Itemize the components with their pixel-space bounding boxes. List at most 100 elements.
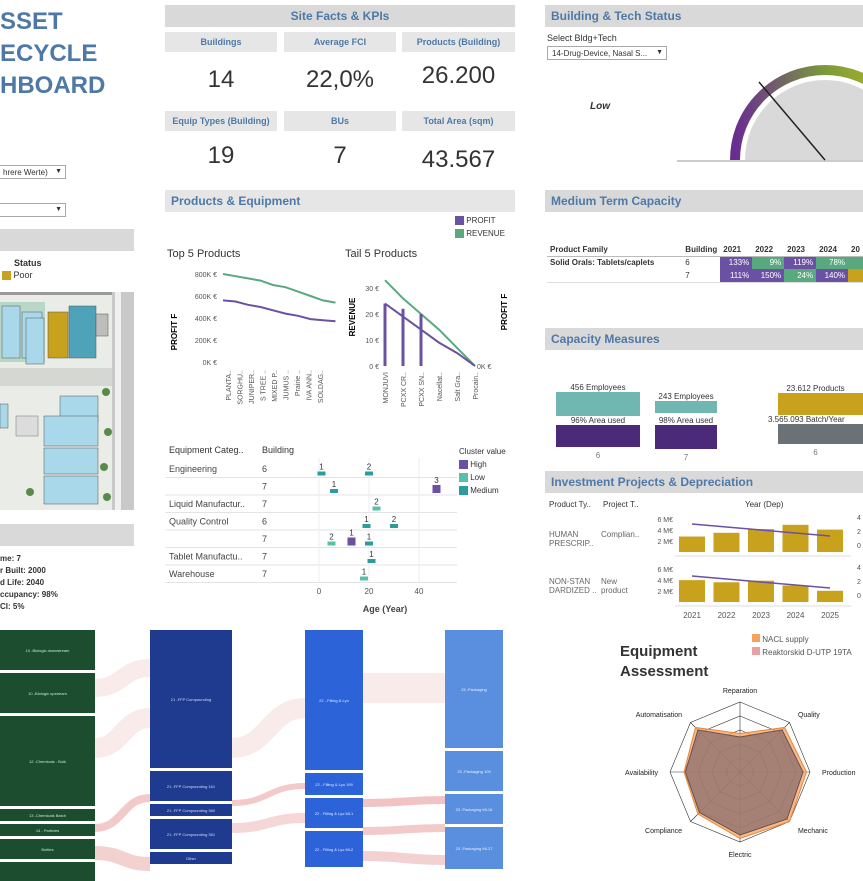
site-plan-map[interactable]	[0, 292, 134, 510]
radar-axis-label: Reparation	[723, 688, 757, 695]
invest-col-type: Product Ty..	[549, 500, 591, 509]
sankey-node-label: 12 -Chemicals - Bulk	[29, 759, 66, 764]
sankey-node	[150, 771, 232, 801]
capacity-cell: 119%	[784, 256, 817, 269]
x-tick-label: 0	[317, 587, 322, 596]
investment-header: Investment Projects & Depreciation	[545, 471, 863, 493]
sankey-node-label: 14 - Particles	[36, 828, 59, 833]
capacity-col-family: Product Family	[550, 244, 608, 254]
filter-dropdown-1[interactable]: hrere Werte) ▼	[0, 165, 66, 179]
sankey-node-label: 23 -Packaging	[461, 687, 487, 692]
y-tick-label: 4 M€	[657, 578, 673, 585]
left-info-header	[0, 524, 134, 546]
depreciation-bar	[817, 529, 843, 552]
equipment-radar-chart[interactable]: Reparation Quality Production Mechanic Elect…	[620, 676, 863, 866]
top5-products-chart[interactable]: PROFIT F 800K € 600K € 400K € 200K € 0K € PL…	[165, 262, 340, 432]
equip-age-mark	[432, 485, 441, 493]
radar-series-reaktorskid	[684, 729, 804, 836]
x-tick-label: Nacellat..	[437, 372, 444, 401]
title-line-1: SSET	[0, 8, 63, 35]
capacity-year: 2022	[755, 244, 774, 254]
kpi-label-bus: BUs	[284, 111, 396, 131]
sankey-flow	[94, 794, 151, 832]
equip-age-mark	[390, 524, 398, 528]
sankey-node	[0, 824, 95, 836]
depreciation-bar	[713, 582, 740, 602]
profit-revenue-legend: PROFIT REVENUE	[455, 214, 505, 240]
depreciation-bar	[679, 580, 705, 602]
sankey-node-label: 21 -FFP Compounding	[171, 697, 211, 702]
capacity-year: 20	[851, 244, 860, 254]
sankey-node	[305, 831, 363, 867]
depreciation-bar	[782, 524, 809, 552]
y2-tick-label: 0	[857, 593, 861, 600]
cluster-legend: Cluster value High Low Medium	[459, 445, 506, 497]
sankey-node-label: 21 -FFP Compounding 161	[167, 784, 216, 789]
sankey-flow	[93, 708, 152, 758]
x-tick-label: IVA ANN..	[307, 370, 314, 401]
tech-status-gauge	[677, 65, 863, 162]
invest-type-2: NON-STAN DARDIZED ..	[549, 577, 597, 595]
building-info: me: 7 r Built: 2000 d Life: 2040 ccupanc…	[0, 553, 58, 613]
bldg-tech-dropdown[interactable]: 14-Drug-Device, Nasal S... ▼	[547, 46, 667, 60]
sankey-node-label: 10 -Biologic downstream	[26, 648, 70, 653]
invest-col-project: Project T..	[603, 500, 639, 509]
equip-building-label: 6	[262, 464, 267, 474]
y-tick-label: 10 €	[365, 338, 379, 345]
y-tick-label: 6 M€	[657, 567, 673, 574]
equip-category-label: Warehouse	[169, 569, 215, 579]
left-section-header	[0, 229, 134, 251]
sankey-flow	[231, 783, 306, 806]
y-tick-label: 400K €	[195, 316, 217, 323]
sankey-node	[445, 827, 503, 869]
equip-age-mark	[362, 524, 371, 528]
invest-year-header: Year (Dep)	[745, 500, 784, 509]
revenue-line	[222, 273, 336, 304]
title-line-3: HBOARD	[0, 72, 106, 99]
filter-dropdown-2[interactable]: ▼	[0, 203, 66, 217]
status-swatch	[2, 271, 11, 281]
top5-ylabel: PROFIT F	[170, 314, 179, 351]
select-bldg-label: Select Bldg+Tech	[547, 33, 617, 43]
sankey-node-label: 22 - Filling & Lyo ML2	[315, 847, 354, 852]
x-tick-label: Salt Gra..	[455, 372, 462, 402]
x-tick-label: 2021	[683, 611, 701, 620]
capacity-cell: 24%	[784, 269, 817, 282]
y2-tick-label: 0	[857, 543, 861, 550]
measure-x-label: 7	[683, 453, 689, 462]
kpi-label-buildings: Buildings	[165, 32, 277, 52]
filter-dropdown-1-value: hrere Werte)	[3, 168, 48, 177]
depreciation-bar	[782, 585, 809, 602]
x-tick-label: 20	[365, 587, 374, 596]
radar-title-line-2: Assessment	[620, 663, 709, 680]
capacity-year: 2021	[723, 244, 742, 254]
investment-chart[interactable]: 6 M€ 4 M€ 2 M€ 4 2 0 6 M€ 4 M€ 2 M€ 4 2 0 2021 2022 20…	[645, 512, 863, 624]
sankey-node-label: 13 -Chemicals Batch	[29, 813, 66, 818]
equip-category-label: Engineering	[169, 464, 217, 474]
x-axis-label: Age (Year)	[363, 604, 408, 614]
capacity-cell: 140%	[816, 269, 849, 282]
info-line: ccupancy: 98%	[0, 590, 58, 599]
y-tick-label: 2 M€	[657, 589, 673, 596]
capacity-cell: 133%	[720, 256, 753, 269]
kpi-label-products: Products (Building)	[402, 32, 515, 52]
equip-age-mark	[365, 471, 373, 476]
equip-col-building: Building	[262, 445, 295, 455]
x-tick-label: JUMUS ..	[284, 370, 291, 400]
tail5-products-chart[interactable]: REVENUE 30 € 20 € 10 € 0 € MONJUVI PCXX CR..…	[345, 262, 515, 432]
measure-top-label: 456 Employees	[570, 383, 626, 392]
equip-count-label: 1	[369, 550, 374, 559]
x-tick-label: JUNIPER..	[249, 370, 256, 404]
measure-bottom-label: 3.565.093 Batch/Year	[768, 415, 845, 424]
measure-bar-1: 456 Employees 96% Area used 6	[556, 383, 640, 460]
kpi-value-bus: 7	[333, 142, 347, 169]
legend-item-profit: PROFIT	[455, 214, 505, 227]
y-tick-label: 30 €	[365, 286, 379, 293]
measure-bottom-label: 98% Area used	[658, 416, 714, 425]
tail5-right-tick: 0K €	[477, 364, 492, 371]
sankey-node	[305, 630, 363, 770]
kpi-label-average-fci: Average FCI	[284, 32, 396, 52]
gauge-status-label: Low	[590, 101, 610, 112]
equipment-age-chart[interactable]: Engineering 6 7 Liquid Manufactur.. 7 Quality…	[165, 456, 457, 616]
sankey-flow-diagram[interactable]: 10 -Biologic downstream 10 -Biologic upst…	[0, 628, 520, 881]
